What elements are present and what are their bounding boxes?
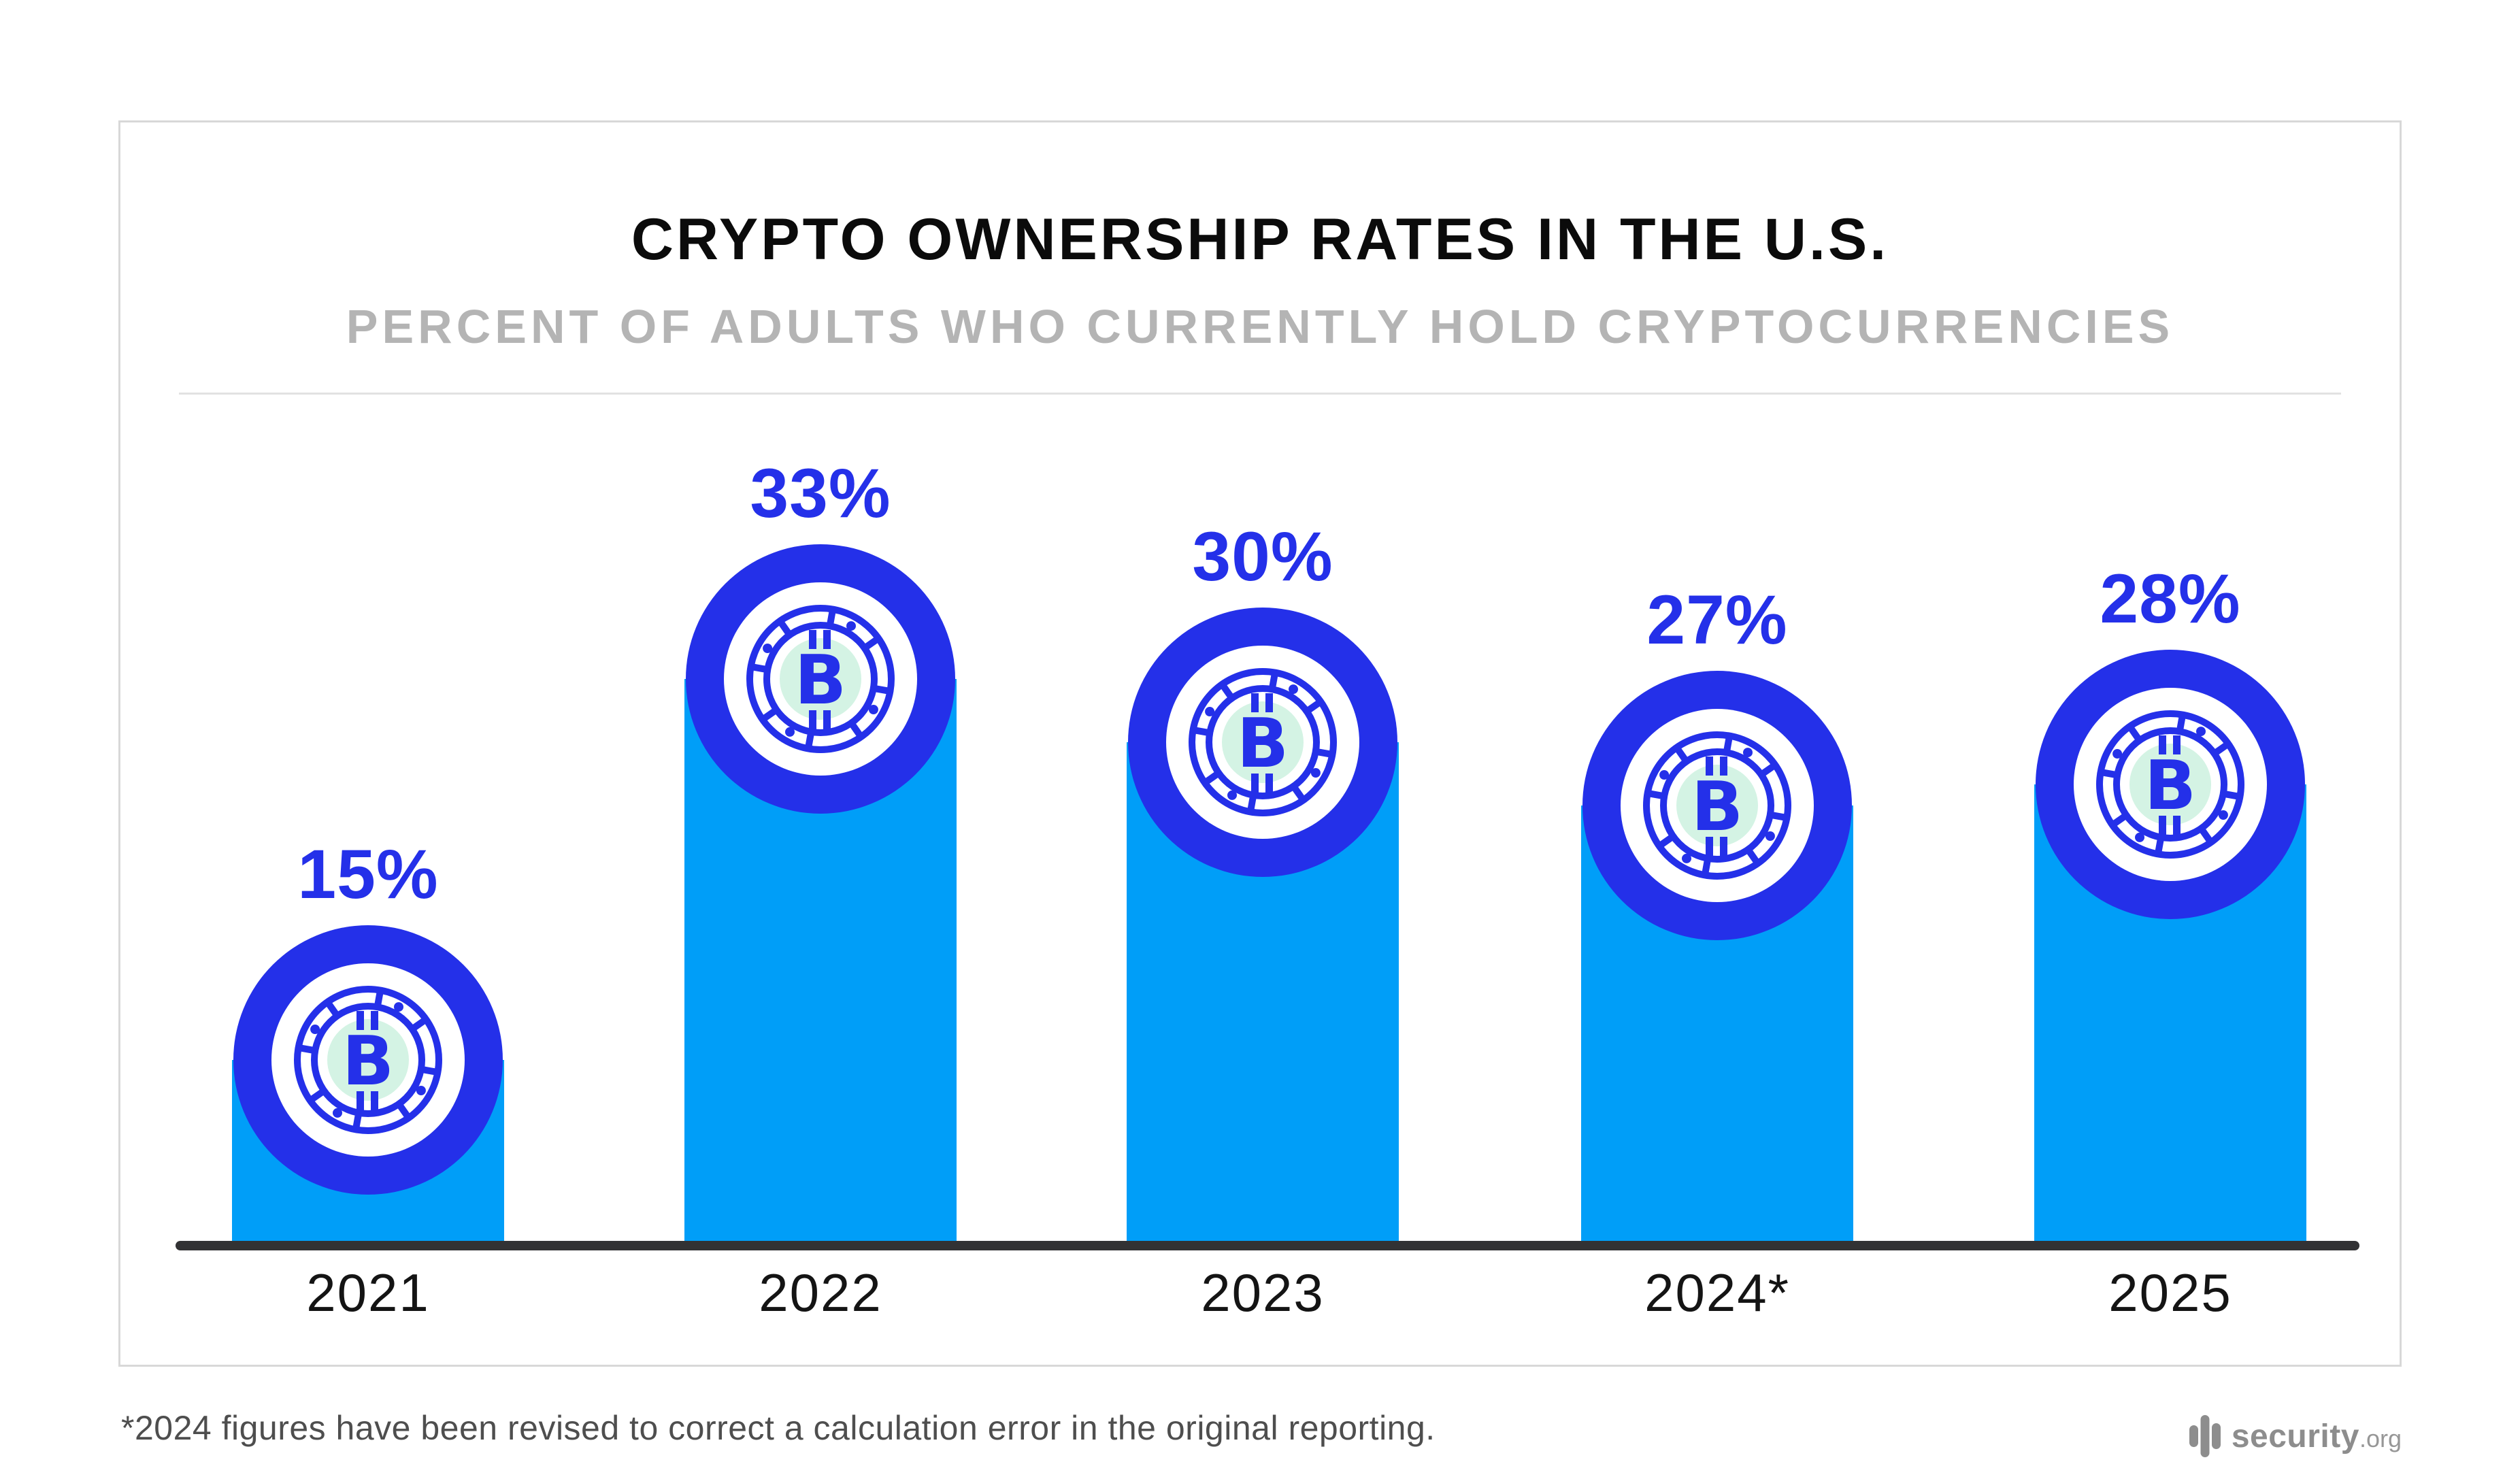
bar-column: 15% B: [232, 0, 504, 1479]
chart-title: CRYPTO OWNERSHIP RATES IN THE U.S.: [631, 207, 1889, 272]
bar-value-label: 33%: [750, 454, 891, 532]
footnote-text: *2024 figures have been revised to corre…: [121, 1409, 1436, 1447]
bitcoin-coin-icon: B: [686, 544, 955, 814]
bar-year-label: 2023: [1201, 1263, 1325, 1323]
bar-value-label: 28%: [2100, 560, 2241, 637]
x-axis-line: [176, 1241, 2359, 1250]
bar-year-label: 2022: [759, 1263, 882, 1323]
header-divider: [179, 393, 2341, 395]
svg-text:B: B: [1237, 703, 1289, 783]
bar-column: 33% B: [684, 0, 957, 1479]
coin-edge-nubs: [310, 1002, 426, 1118]
bar-year-label: 2025: [2108, 1263, 2232, 1323]
logo-text: security .org: [2232, 1418, 2402, 1455]
bar-value-label: 27%: [1646, 581, 1788, 659]
svg-text:B: B: [1691, 767, 1743, 846]
chart-subtitle: PERCENT OF ADULTS WHO CURRENTLY HOLD CRY…: [346, 300, 2174, 353]
bitcoin-prongs: [1251, 693, 1273, 793]
bitcoin-coin-icon: B: [2036, 650, 2305, 919]
coin-edge-nubs: [1659, 748, 1775, 863]
bar-value-label: 15%: [297, 835, 439, 913]
svg-text:B: B: [795, 640, 846, 720]
bar-year-label: 2021: [306, 1263, 430, 1323]
bitcoin-prongs: [2159, 735, 2181, 835]
bar-column: 27% B: [1581, 0, 1853, 1479]
bar-column: 30% B: [1127, 0, 1399, 1479]
bitcoin-coin-icon: B: [1128, 608, 1397, 877]
logo-tld: .org: [2359, 1424, 2402, 1452]
logo-name: security: [2231, 1418, 2359, 1455]
svg-text:B: B: [2144, 746, 2196, 825]
coin-edge-nubs: [2112, 727, 2228, 842]
coin-edge-nubs: [763, 621, 878, 737]
bitcoin-prongs: [1706, 757, 1727, 856]
bar-value-label: 30%: [1192, 518, 1333, 595]
bar-column: 28% B: [2034, 0, 2306, 1479]
bitcoin-prongs: [357, 1011, 378, 1110]
bitcoin-coin-icon: B: [233, 925, 503, 1195]
security-org-logo: security .org: [2189, 1415, 2402, 1457]
bitcoin-prongs: [809, 630, 831, 729]
security-logo-icon: [2189, 1415, 2221, 1457]
coin-edge-nubs: [1205, 684, 1321, 800]
bitcoin-coin-icon: B: [1582, 671, 1852, 940]
svg-text:B: B: [342, 1021, 394, 1101]
bar-year-label: 2024*: [1644, 1263, 1790, 1323]
